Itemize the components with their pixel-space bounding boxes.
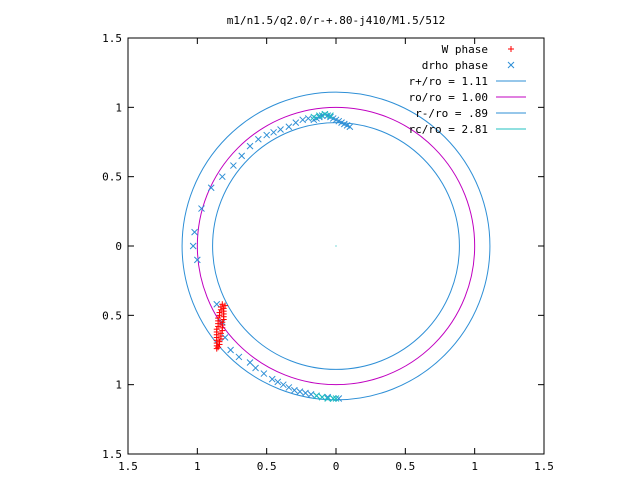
circle-ro-ro-1-00 (196, 106, 476, 386)
data-point (246, 142, 254, 150)
data-point (291, 386, 298, 394)
y-tick-label: 1 (115, 379, 122, 392)
data-point (198, 205, 205, 212)
legend-label: r-/ro = .89 (415, 107, 488, 120)
data-point (207, 184, 215, 192)
legend-label: ro/ro = 1.00 (409, 91, 488, 104)
data-point (274, 378, 282, 386)
data-point (227, 346, 234, 354)
y-tick-label: 1.5 (102, 32, 122, 45)
y-tick-label: 0 (115, 240, 122, 253)
x-tick-label: 0.5 (395, 460, 415, 473)
data-point (310, 113, 318, 121)
data-point (235, 353, 243, 361)
data-point (193, 256, 201, 264)
legend: W phase drho phase r+/ro = 1.11 ro/ro = 1.0… (409, 43, 526, 136)
circle-r-ro-1-11 (181, 91, 491, 401)
data-point (263, 131, 271, 139)
data-point (219, 319, 226, 326)
data-point (307, 391, 315, 398)
data-point (277, 126, 284, 133)
y-tick-label: 1 (115, 101, 122, 114)
data-point (246, 359, 254, 366)
data-point (329, 395, 337, 402)
data-point (321, 110, 329, 118)
data-point (216, 338, 223, 345)
legend-label: drho phase (422, 59, 488, 72)
data-point (221, 334, 229, 341)
data-point (327, 112, 334, 120)
data-point (302, 389, 309, 397)
data-point (215, 323, 222, 330)
data-point (220, 305, 227, 312)
data-point (270, 128, 277, 136)
y-tick-label: 0.5 (102, 309, 122, 322)
x-tick-label: 1 (471, 460, 478, 473)
x-tick-label: 1 (194, 460, 201, 473)
data-point (260, 370, 268, 377)
x-tick-label: 0 (333, 460, 340, 473)
data-point (238, 152, 246, 160)
chart-title: m1/n1.5/q2.0/r-+.80-j410/M1.5/512 (227, 14, 446, 27)
data-point (285, 384, 293, 391)
chart-marks (181, 91, 491, 402)
data-point (216, 312, 223, 319)
data-point (254, 135, 262, 143)
x-tick-label: 1.5 (118, 460, 138, 473)
legend-label: W phase (442, 43, 488, 56)
data-point (324, 393, 332, 401)
data-point (304, 115, 312, 122)
data-point (299, 116, 307, 124)
legend-label: rc/ro = 2.81 (409, 123, 488, 136)
x-tick-label: 0.5 (257, 460, 277, 473)
data-point (230, 162, 237, 169)
x-tick-label: 1.5 (534, 460, 554, 473)
data-point (252, 364, 259, 372)
data-point (316, 112, 323, 120)
data-point (213, 345, 220, 352)
axis-ticks: 1.5 1 0.5 0 0.5 1 1.51.510.500.511.5 (102, 32, 554, 473)
data-point (292, 119, 300, 126)
data-point (310, 116, 318, 124)
data-point (219, 301, 226, 308)
data-point (335, 395, 343, 402)
y-tick-label: 1.5 (102, 448, 122, 461)
center-dot (335, 245, 337, 247)
circle-r-ro-89 (212, 122, 460, 370)
data-point (285, 123, 293, 131)
legend-marker (507, 61, 515, 69)
data-point (332, 395, 340, 402)
data-point (191, 228, 198, 236)
data-point (217, 330, 224, 337)
data-point (268, 375, 276, 383)
data-point (279, 381, 287, 389)
data-point (318, 393, 326, 401)
data-point (217, 306, 224, 313)
data-point (218, 173, 226, 181)
data-point (296, 388, 304, 395)
legend-marker (508, 46, 514, 52)
data-point (189, 242, 197, 250)
data-point (213, 300, 221, 308)
data-point (324, 395, 332, 402)
y-tick-label: 0.5 (102, 171, 122, 184)
data-point (222, 302, 229, 309)
legend-label: r+/ro = 1.11 (409, 75, 488, 88)
data-point (313, 392, 320, 400)
data-point (215, 344, 222, 351)
